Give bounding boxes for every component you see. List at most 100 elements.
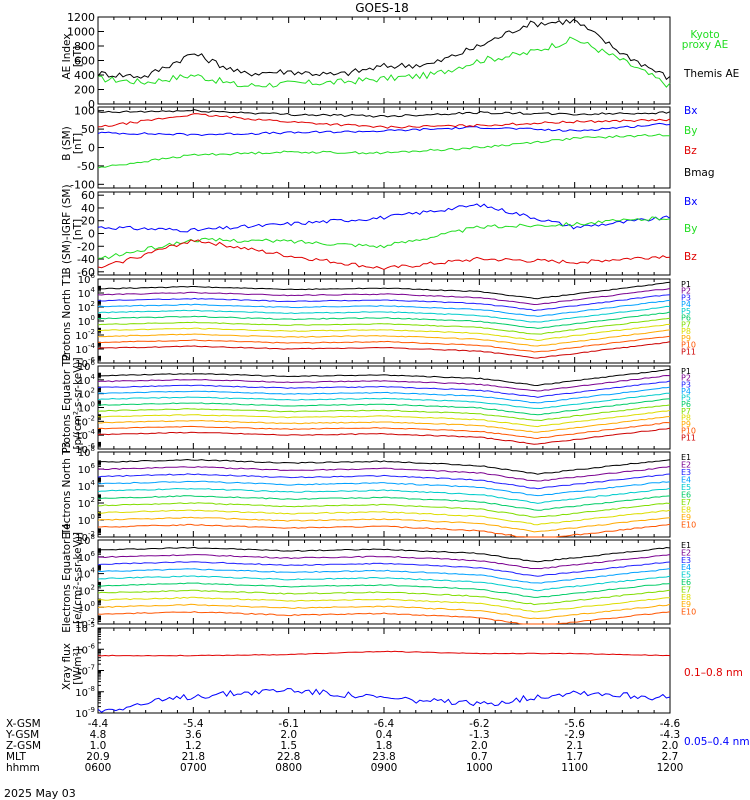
- legend-label: Bz: [684, 145, 697, 157]
- channel-line: [97, 603, 671, 620]
- time-axis-row-label: X-GSM: [6, 718, 41, 730]
- y-axis-label: Protons Equator T2[p/(cm²-s-sr-keV)]: [61, 353, 84, 453]
- legend-label: P1: [681, 367, 691, 376]
- channel-line: [97, 465, 671, 482]
- time-axis-value: 20.9: [86, 751, 109, 763]
- y-tick-label: 0: [88, 98, 95, 111]
- legend-label: E9: [681, 600, 691, 609]
- y-tick-label: 104: [78, 286, 96, 300]
- time-axis-value: 1.2: [185, 740, 202, 752]
- channel-line: [97, 409, 671, 428]
- y-tick-label: 10-6: [75, 642, 95, 656]
- y-axis-label: Xray flux[W/m²]: [61, 643, 84, 690]
- panel-frame: [97, 451, 671, 538]
- legend-label: 0.1–0.8 nm: [684, 667, 743, 679]
- panel-frame: [97, 16, 671, 105]
- y-tick-label: 104: [78, 479, 96, 493]
- plot-title: GOES-18: [355, 1, 409, 15]
- time-axis-value: 1100: [561, 762, 588, 774]
- time-axis-value: -5.6: [564, 718, 585, 730]
- channel-line: [97, 561, 671, 577]
- channel-line: [97, 404, 671, 422]
- channel-line: [97, 335, 671, 353]
- channel-line: [97, 392, 670, 410]
- legend-label: By: [684, 125, 697, 137]
- y-tick-label: 108: [78, 445, 95, 459]
- y-tick-label: 104: [78, 373, 96, 387]
- channel-line: [97, 299, 671, 317]
- series-line: [97, 133, 670, 169]
- legend-label: E2: [681, 461, 691, 470]
- time-axis-value: 4.8: [90, 729, 107, 741]
- legend-label: E7: [681, 585, 691, 594]
- legend-label: P9: [681, 334, 691, 343]
- channel-line: [97, 294, 671, 312]
- channel-line: [97, 305, 671, 323]
- y-tick-label: 200: [74, 84, 95, 97]
- panel-electrons_equator: Electrons Equator T4[e/(cm²-s-sr-keV)]10…: [61, 523, 696, 633]
- legend-label: P3: [681, 293, 691, 302]
- legend-label: P10: [681, 427, 696, 436]
- legend-label: P5: [681, 307, 691, 316]
- legend-label: E6: [681, 491, 691, 500]
- channel-line: [97, 589, 671, 606]
- y-axis-label: Electrons Equator T4[e/(cm²-s-sr-keV)]: [61, 523, 84, 633]
- series-line: [97, 650, 671, 657]
- channel-line: [97, 427, 671, 445]
- y-tick-label: 10-2: [75, 414, 95, 428]
- channel-line: [97, 480, 671, 497]
- panel-xray: Xray flux[W/m²]10-910-810-710-610-50.1–0…: [61, 621, 750, 748]
- channel-line: [97, 458, 671, 475]
- channel-line: [97, 317, 671, 335]
- channel-line: [97, 502, 671, 518]
- panel-protons_equator: Protons Equator T2[p/(cm²-s-sr-keV)]10-6…: [61, 353, 696, 456]
- channel-line: [97, 487, 671, 504]
- y-tick-label: 106: [78, 550, 96, 564]
- time-axis-row-label: Z-GSM: [6, 740, 41, 752]
- legend-label: P6: [681, 314, 691, 323]
- legend-label: P6: [681, 400, 691, 409]
- time-axis-value: -6.4: [374, 718, 395, 730]
- y-tick-label: 10-8: [75, 685, 95, 699]
- y-tick-label: 10-2: [75, 328, 95, 342]
- legend-label: E4: [681, 563, 691, 572]
- time-axis-value: -6.2: [469, 718, 490, 730]
- y-axis-label: B (SM)-IGRF (SM)[nT]: [61, 184, 84, 274]
- channel-line: [97, 568, 671, 584]
- panel-protons_north: Protons North T110-610-410-2100102104106…: [61, 272, 696, 370]
- legend-label: E6: [681, 578, 691, 587]
- time-axis-value: -4.6: [660, 718, 681, 730]
- y-tick-label: 10-5: [75, 621, 95, 635]
- legend-label: Themis AE: [683, 68, 739, 80]
- time-axis-value: 2.0: [280, 729, 297, 741]
- y-tick-label: 108: [78, 533, 95, 547]
- time-axis-value: 1.7: [566, 751, 583, 763]
- y-tick-label: 102: [78, 387, 95, 401]
- y-tick-label: 10-7: [75, 664, 95, 678]
- y-tick-label: 0: [88, 142, 95, 155]
- time-axis-value: 2.1: [566, 740, 583, 752]
- channel-line: [97, 281, 671, 300]
- y-tick-label: 100: [78, 314, 95, 328]
- time-axis-value: 22.8: [277, 751, 300, 763]
- y-tick-label: -40: [77, 253, 95, 266]
- legend-label: 0.05–0.4 nm: [684, 736, 750, 748]
- y-tick-label: -20: [77, 240, 95, 253]
- time-axis-value: -5.4: [183, 718, 204, 730]
- legend-label: Kyoto proxy AE: [682, 29, 728, 51]
- channel-line: [98, 416, 671, 433]
- series-line: [97, 687, 671, 713]
- channel-line: [97, 582, 671, 598]
- legend-label: E10: [681, 608, 696, 617]
- legend-label: P5: [681, 394, 691, 403]
- y-axis-label: AE Index[nT]: [61, 33, 84, 79]
- time-axis-value: 0700: [180, 762, 207, 774]
- series-line: [97, 36, 671, 88]
- legend-label: E4: [681, 476, 691, 485]
- channel-line: [97, 516, 671, 533]
- series-line: [97, 203, 671, 233]
